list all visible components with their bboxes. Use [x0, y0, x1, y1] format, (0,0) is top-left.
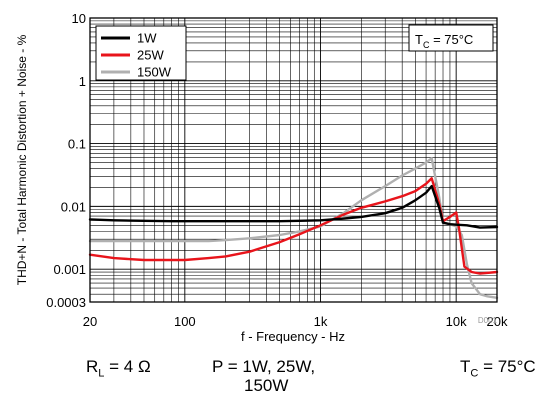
x-tick-label: 100	[174, 314, 196, 329]
y-tick-label: 0.1	[68, 137, 86, 152]
x-tick-label: 20	[83, 314, 97, 329]
y-tick-label: 0.0003	[46, 295, 86, 310]
y-tick-label: 0.01	[61, 199, 86, 214]
plot-frame	[89, 17, 498, 303]
legend-label-150w: 150W	[137, 65, 172, 80]
legend-label-1w: 1W	[137, 31, 157, 46]
load-resistance-condition: RL = 4 Ω	[86, 357, 151, 380]
temperature-annotation-box: TC = 75°C	[408, 24, 494, 52]
series-line-1w	[88, 184, 499, 229]
power-condition-line-2: 150W	[244, 376, 289, 395]
y-tick-label: 1	[79, 74, 86, 89]
figure-id: D001	[478, 316, 498, 325]
y-tick-label: 10	[72, 11, 86, 26]
x-tick-label: 20k	[487, 314, 508, 329]
power-condition-line-1: P = 1W, 25W,	[212, 357, 316, 376]
temperature-annotation: TC = 75°C	[415, 32, 473, 50]
x-tick-label: 10k	[446, 314, 467, 329]
plot-series	[88, 157, 499, 299]
x-axis-label: f - Frequency - Hz	[241, 329, 345, 344]
legend-label-25w: 25W	[137, 48, 164, 63]
y-tick-label: 0.001	[53, 262, 86, 277]
case-temperature-condition: TC = 75°C	[460, 357, 536, 380]
series-line-25w	[88, 177, 499, 275]
x-tick-label: 1k	[314, 314, 328, 329]
y-axis-label: THD+N - Total Harmonic Distortion + Nois…	[15, 34, 29, 285]
series-line-150w	[88, 157, 499, 299]
tick-labels: 20 100 1k 10k 20k 10 1 0.1 0.01 0.001 0.0003	[46, 11, 508, 329]
legend: 1W 25W 150W	[95, 25, 187, 81]
